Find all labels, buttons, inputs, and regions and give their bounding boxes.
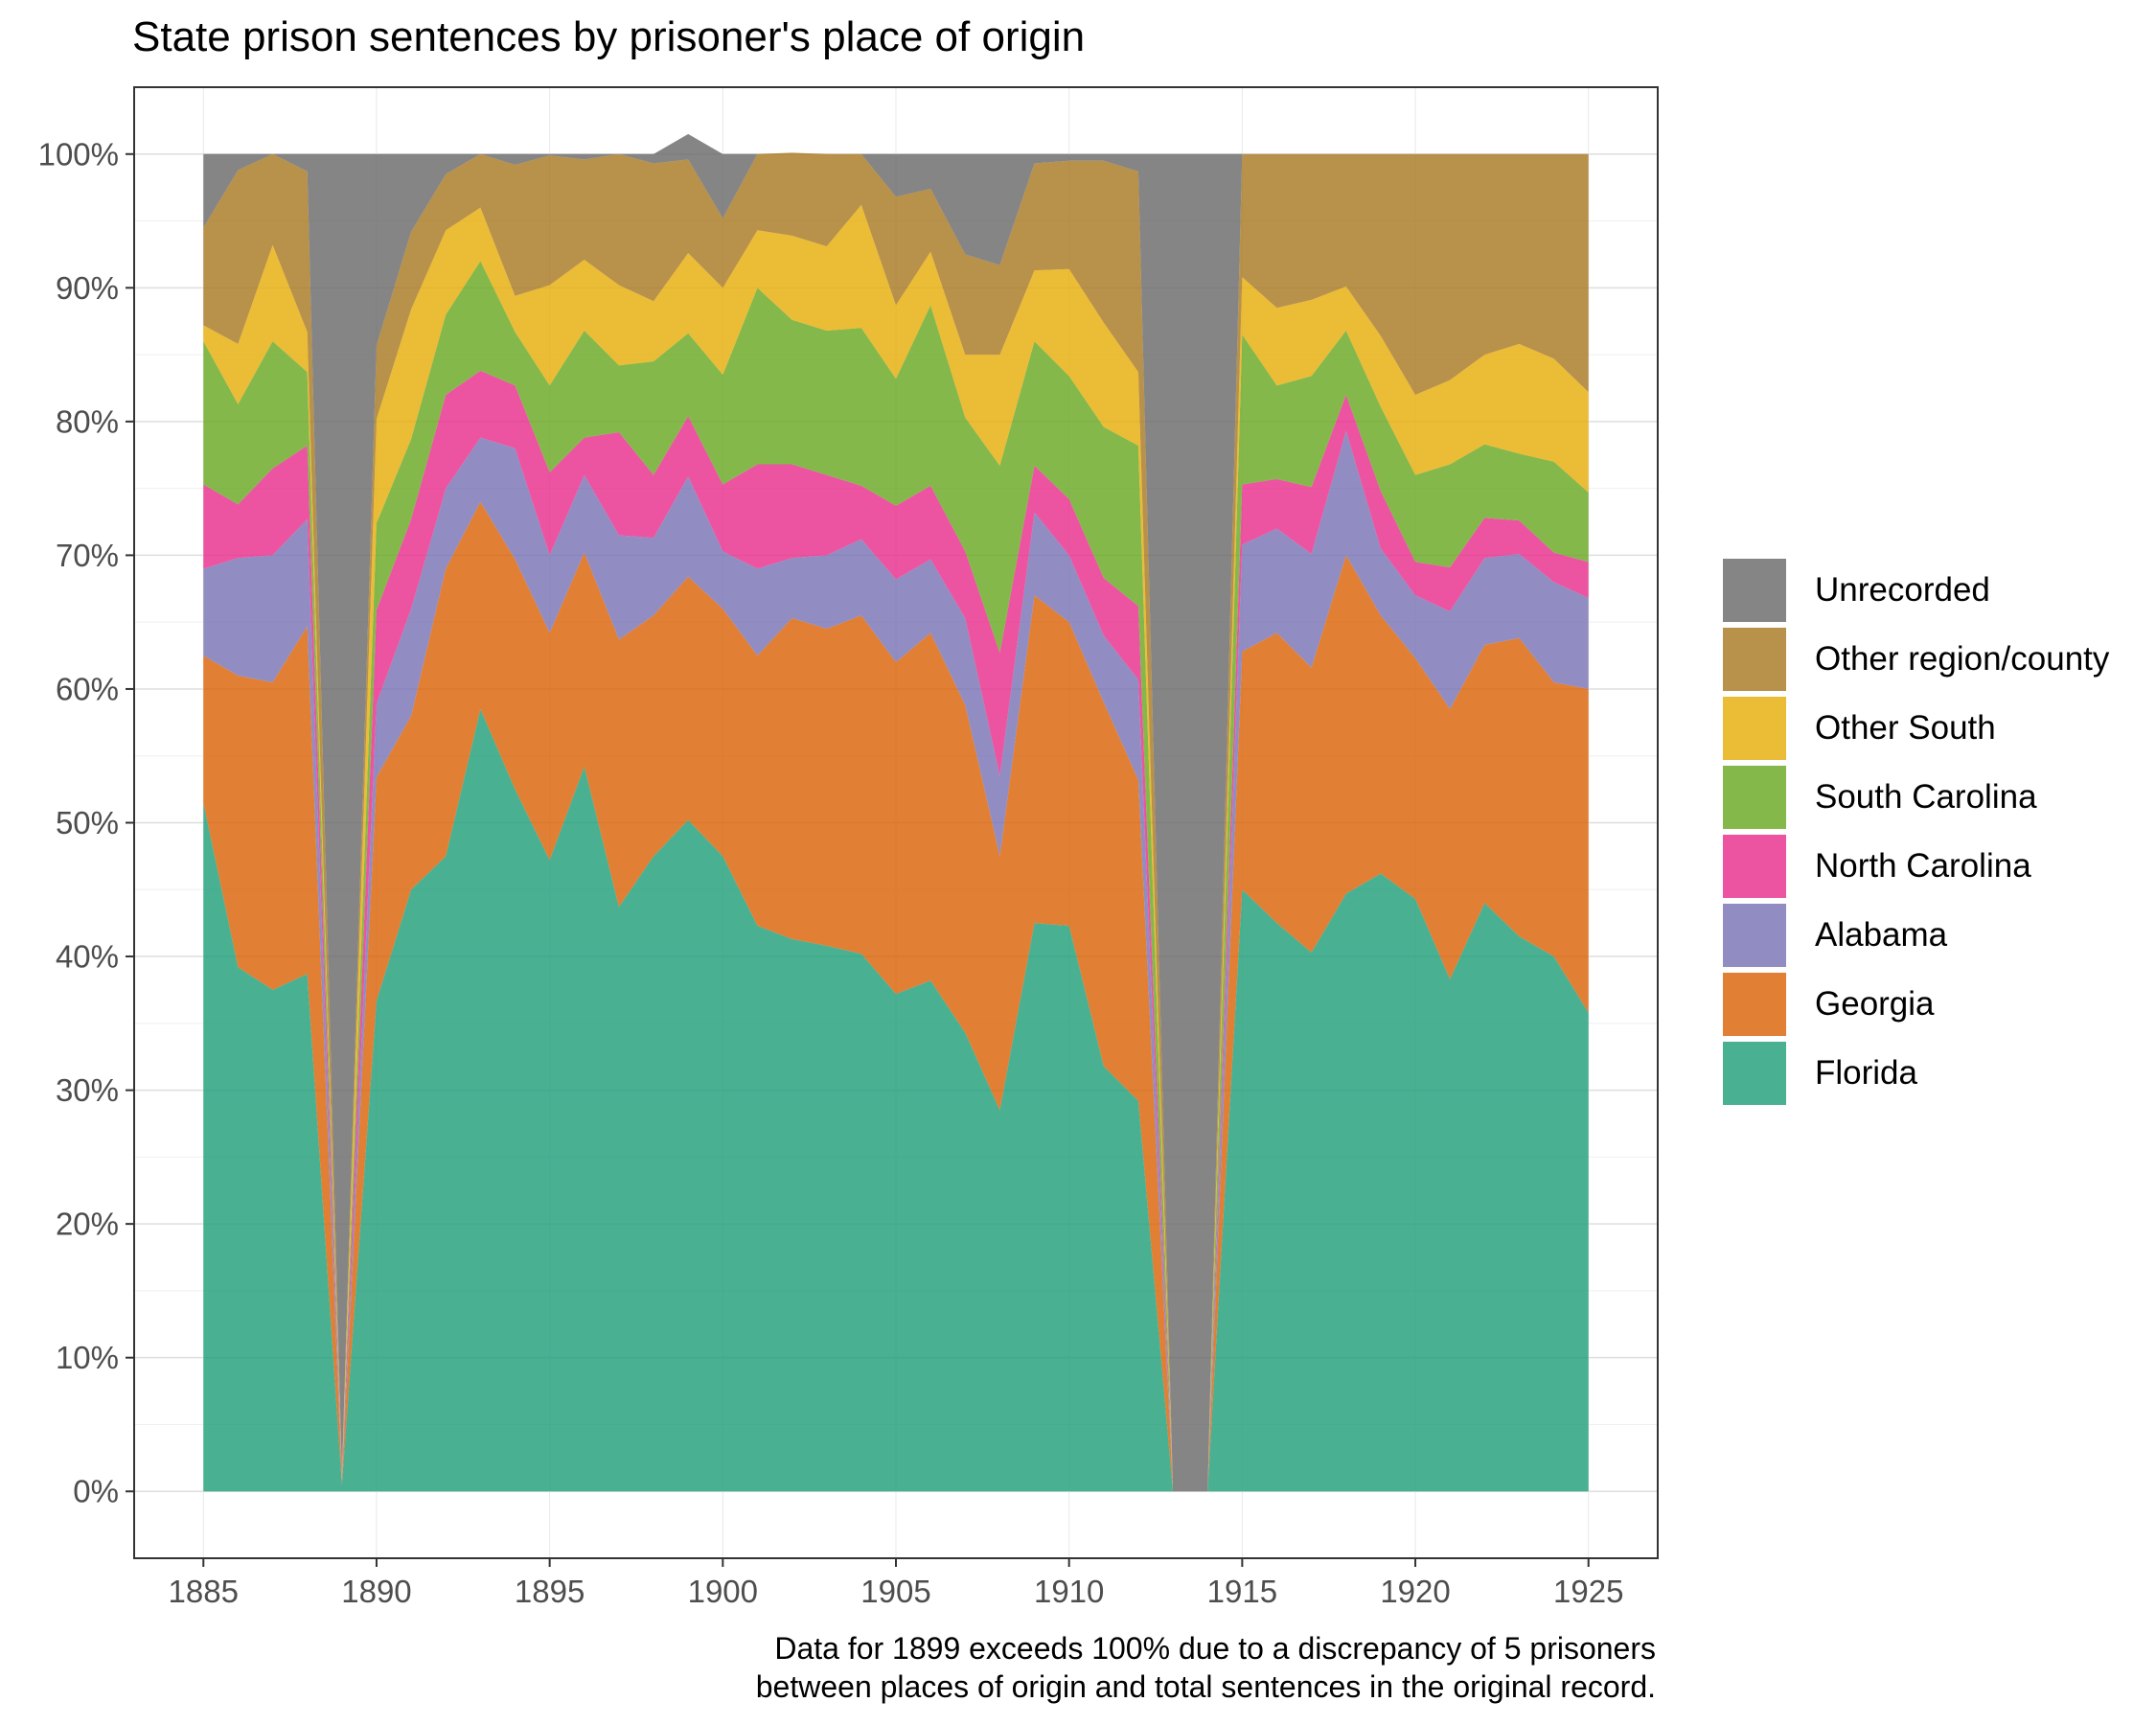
x-tick-label: 1885 — [169, 1574, 239, 1609]
legend: Unrecorded Other region/county Other South… — [1723, 556, 2109, 1108]
legend-item-georgia: Georgia — [1723, 970, 2109, 1039]
legend-key — [1723, 835, 1786, 898]
y-tick-label: 60% — [56, 671, 119, 706]
legend-key — [1723, 973, 1786, 1036]
y-tick-label: 100% — [38, 136, 119, 172]
chart-caption: Data for 1899 exceeds 100% due to a disc… — [756, 1629, 1656, 1706]
y-tick-label: 10% — [56, 1340, 119, 1375]
legend-label: Florida — [1815, 1054, 1917, 1092]
legend-item-alabama: Alabama — [1723, 901, 2109, 970]
caption-line: between places of origin and total sente… — [755, 1669, 1656, 1704]
legend-label: Georgia — [1815, 985, 1935, 1023]
chart-title: State prison sentences by prisoner's pla… — [132, 13, 1086, 60]
y-tick-label: 50% — [56, 805, 119, 840]
legend-key — [1723, 697, 1786, 760]
legend-label: Other South — [1815, 709, 1996, 747]
legend-item-other-region-county: Other region/county — [1723, 625, 2109, 694]
caption-line: Data for 1899 exceeds 100% due to a disc… — [774, 1631, 1656, 1666]
legend-key — [1723, 904, 1786, 967]
y-tick-label: 30% — [56, 1072, 119, 1108]
legend-item-unrecorded: Unrecorded — [1723, 556, 2109, 625]
y-tick-label: 70% — [56, 538, 119, 573]
area-series — [203, 133, 1589, 1492]
x-tick-label: 1920 — [1380, 1574, 1450, 1609]
area-florida — [203, 708, 1589, 1492]
x-tick-label: 1890 — [341, 1574, 411, 1609]
legend-label: North Carolina — [1815, 847, 2031, 885]
area-alabama — [203, 430, 1589, 1492]
y-tick-label: 20% — [56, 1207, 119, 1242]
x-tick-label: 1925 — [1553, 1574, 1623, 1609]
legend-item-south-carolina: South Carolina — [1723, 763, 2109, 832]
x-tick-label: 1915 — [1207, 1574, 1277, 1609]
legend-item-other-south: Other South — [1723, 694, 2109, 763]
legend-label: Alabama — [1815, 916, 1948, 954]
legend-key — [1723, 1042, 1786, 1105]
legend-label: Unrecorded — [1815, 571, 1990, 609]
legend-item-north-carolina: North Carolina — [1723, 832, 2109, 901]
x-tick-label: 1900 — [688, 1574, 758, 1609]
legend-item-florida: Florida — [1723, 1039, 2109, 1108]
y-tick-label: 90% — [56, 270, 119, 306]
area-other-region-county — [203, 152, 1589, 1492]
y-tick-label: 40% — [56, 939, 119, 975]
legend-key — [1723, 628, 1786, 691]
legend-label: Other region/county — [1815, 640, 2110, 678]
x-tick-label: 1910 — [1034, 1574, 1104, 1609]
y-tick-label: 80% — [56, 403, 119, 439]
legend-label: South Carolina — [1815, 778, 2037, 816]
x-tick-label: 1905 — [860, 1574, 930, 1609]
legend-key — [1723, 766, 1786, 829]
axes: 0% 10% 20% 30% 40% 50% 60% 70% 80% 90% 100% 1885 189… — [38, 136, 1624, 1609]
area-georgia — [203, 501, 1589, 1492]
y-tick-label: 0% — [73, 1474, 119, 1509]
legend-key — [1723, 559, 1786, 622]
x-tick-label: 1895 — [515, 1574, 585, 1609]
area-unrecorded — [203, 133, 1589, 1492]
